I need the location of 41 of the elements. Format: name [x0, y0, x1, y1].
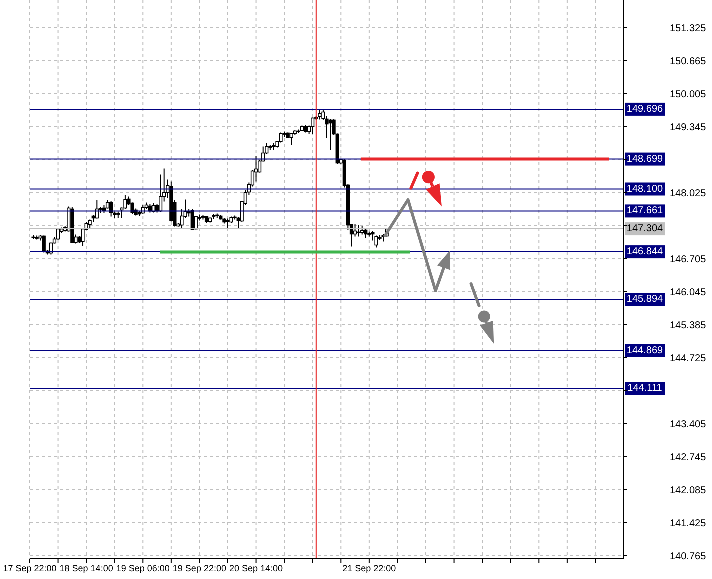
y-tick-label: 148.025 [670, 188, 707, 200]
candlestick [371, 230, 375, 242]
x-tick-label: 19 Sep 22:00 [172, 563, 226, 574]
y-tick-label: 146.045 [670, 288, 707, 299]
ref-line-label: 146.844 [626, 246, 664, 258]
x-tick-label: 19 Sep 06:00 [116, 563, 170, 574]
x-tick-label: 18 Sep 14:00 [60, 563, 114, 574]
y-tick-label: 142.745 [670, 452, 707, 464]
candlestick [353, 224, 358, 238]
y-tick-label: 150.005 [670, 90, 707, 101]
ref-line-label: 147.304 [626, 224, 664, 235]
candlestick [226, 218, 230, 229]
candlestick [318, 110, 322, 120]
ref-line-label: 145.894 [626, 294, 664, 306]
x-tick-label: 17 Sep 22:00 [3, 563, 57, 574]
candlestick [279, 132, 283, 144]
x-tick-label: 21 Sep 22:00 [342, 563, 396, 574]
y-tick-label: 143.405 [670, 420, 707, 431]
candlestick [88, 219, 92, 230]
y-tick-label: 149.345 [670, 122, 707, 134]
ref-line-label: 144.869 [626, 345, 664, 356]
ref-line-label: 147.661 [626, 206, 664, 217]
candlestick [42, 235, 46, 254]
y-tick-label: 142.085 [670, 486, 707, 497]
ref-line-label: 148.100 [626, 184, 664, 195]
y-tick-label: 145.385 [670, 320, 707, 332]
ref-line-label: 144.111 [628, 383, 663, 394]
y-tick-label: 151.325 [670, 24, 707, 35]
y-tick-label: 144.725 [670, 354, 707, 365]
x-tick-label: 20 Sep 14:00 [230, 563, 284, 574]
candlestick [357, 224, 361, 238]
ref-line-label: 149.696 [626, 104, 664, 115]
ref-line-label: 148.699 [626, 154, 664, 165]
y-tick-label: 140.765 [670, 552, 707, 563]
y-tick-label: 141.425 [670, 518, 707, 530]
candlestick [311, 117, 315, 135]
candlestick [328, 118, 332, 151]
y-tick-label: 150.665 [670, 56, 707, 68]
candlestick [374, 235, 378, 248]
candlestick [124, 194, 128, 210]
y-tick-label: 146.705 [670, 254, 707, 266]
